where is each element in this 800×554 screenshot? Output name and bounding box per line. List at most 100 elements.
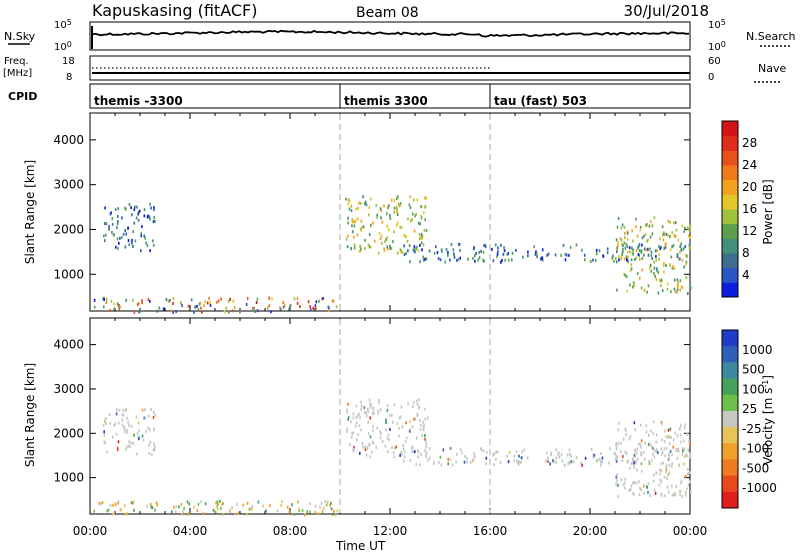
echo-cell [227, 299, 230, 303]
echo-cell [144, 408, 146, 412]
echo-cell [503, 246, 505, 249]
echo-cell [681, 447, 684, 451]
echo-cell [356, 233, 359, 237]
echo-cell [375, 203, 377, 207]
echo-cell [112, 504, 114, 507]
echo-cell [360, 400, 362, 404]
echo-cell [301, 509, 304, 513]
echo-cell [506, 454, 508, 458]
echo-cell [419, 463, 421, 467]
echo-cell [419, 419, 421, 422]
echo-cell [407, 402, 409, 406]
echo-cell [638, 249, 641, 253]
echo-cell [380, 235, 383, 238]
echo-cell [222, 512, 225, 516]
echo-cell [685, 260, 688, 264]
echo-cell [198, 302, 201, 306]
echo-cell [154, 507, 157, 511]
echo-cell [366, 447, 369, 451]
echo-cell [647, 238, 649, 242]
echo-cell [425, 455, 428, 459]
nsky-axis-lo: 100 [54, 40, 72, 53]
colorbar-swatch [722, 410, 738, 428]
echo-cell [639, 228, 642, 232]
echo-cell [276, 509, 279, 513]
echo-cell [420, 453, 422, 456]
colorbar-tick-label: 16 [742, 202, 757, 216]
echo-cell [130, 501, 133, 505]
echo-cell [433, 251, 436, 255]
colorbar-swatch [722, 475, 738, 493]
echo-cell [124, 206, 126, 210]
echo-cell [132, 500, 135, 504]
echo-cell [616, 288, 618, 292]
echo-cell [662, 238, 665, 242]
echo-cell [649, 235, 652, 239]
echo-cell [257, 309, 259, 313]
echo-cell [424, 407, 426, 411]
echo-cell [347, 221, 349, 225]
echo-cell [140, 232, 142, 236]
echo-cell [137, 212, 139, 216]
echo-cell [500, 243, 502, 247]
echo-cell [153, 442, 155, 446]
echo-cell [151, 506, 154, 510]
echo-cell [397, 213, 399, 216]
echo-cell [673, 266, 676, 270]
echo-cell [128, 203, 131, 206]
echo-cell [495, 458, 497, 461]
echo-cell [297, 500, 299, 504]
echo-cell [138, 429, 140, 433]
echo-cell [372, 441, 375, 445]
echo-cell [358, 424, 361, 428]
echo-cell [178, 505, 180, 509]
echo-cell [680, 440, 682, 444]
echo-cell [147, 426, 149, 430]
echo-cell [634, 428, 636, 432]
echo-cell [453, 255, 456, 259]
echo-cell [133, 310, 136, 314]
echo-cell [625, 428, 627, 432]
echo-cell [679, 433, 682, 437]
echo-cell [640, 249, 643, 253]
echo-cell [315, 306, 318, 310]
echo-cell [627, 250, 629, 254]
echo-cell [663, 447, 666, 451]
echo-cell [438, 461, 440, 464]
echo-cell [356, 217, 359, 221]
echo-cell [660, 480, 663, 484]
echo-cell [402, 447, 405, 451]
x-tick-label: 04:00 [173, 524, 208, 538]
echo-cell [114, 502, 117, 506]
echo-cell [411, 218, 413, 222]
echo-cell [676, 434, 679, 438]
echo-cell [155, 501, 158, 505]
echo-cell [152, 415, 155, 419]
echo-cell [425, 453, 427, 457]
echo-cell [421, 433, 424, 437]
echo-cell [379, 408, 382, 412]
echo-cell [419, 222, 422, 226]
echo-cell [643, 247, 646, 251]
echo-cell [575, 243, 578, 247]
echo-cell [429, 456, 431, 460]
echo-cell [314, 304, 317, 308]
echo-cell [664, 454, 667, 458]
echo-cell [309, 502, 311, 506]
echo-cell [128, 423, 130, 427]
echo-cell [492, 259, 495, 263]
echo-cell [103, 433, 106, 437]
echo-cell [396, 422, 399, 425]
echo-cell [671, 266, 674, 270]
echo-cell [495, 450, 497, 454]
echo-cell [632, 281, 635, 285]
echo-cell [677, 447, 680, 451]
echo-cell [648, 462, 651, 465]
echo-cell [670, 255, 673, 259]
echo-cell [403, 459, 405, 463]
echo-cell [345, 237, 348, 241]
echo-cell [357, 206, 359, 210]
echo-cell [116, 226, 118, 230]
echo-cell [367, 420, 369, 424]
echo-cell [413, 245, 416, 249]
